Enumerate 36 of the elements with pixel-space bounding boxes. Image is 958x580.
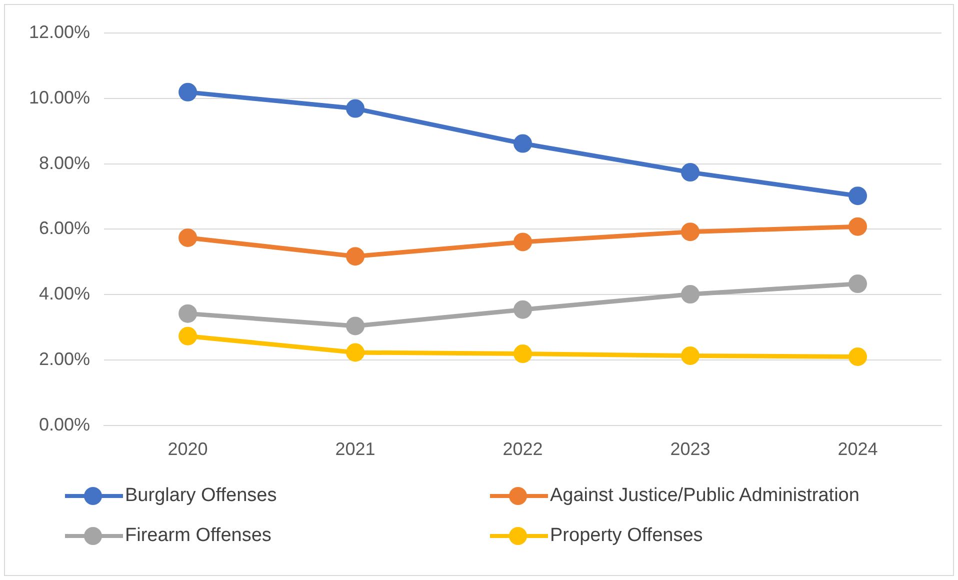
y-tick-label: 12.00% bbox=[28, 22, 90, 42]
legend-label: Firearm Offenses bbox=[125, 525, 272, 547]
point bbox=[178, 228, 198, 247]
point bbox=[178, 304, 198, 323]
point bbox=[681, 222, 700, 242]
point bbox=[848, 347, 868, 366]
y-tick-label: 10.00% bbox=[28, 87, 90, 108]
y-tick-label: 4.00% bbox=[39, 284, 90, 304]
point bbox=[514, 232, 532, 252]
point bbox=[346, 247, 365, 266]
legend-label: Burglary Offenses bbox=[125, 485, 277, 507]
x-tick-label: 2023 bbox=[670, 439, 710, 460]
x-tick-label: 2020 bbox=[168, 439, 208, 460]
x-tick-label: 2022 bbox=[502, 439, 543, 460]
point bbox=[346, 316, 365, 336]
point bbox=[178, 326, 198, 346]
point bbox=[848, 274, 868, 294]
point bbox=[681, 163, 700, 182]
y-tick-label: 2.00% bbox=[39, 348, 90, 369]
point bbox=[681, 346, 700, 365]
point bbox=[514, 344, 532, 364]
point bbox=[178, 82, 198, 102]
point bbox=[848, 186, 868, 206]
y-tick-label: 8.00% bbox=[39, 152, 90, 173]
point bbox=[848, 217, 868, 236]
point bbox=[514, 300, 532, 319]
x-tick-label: 2021 bbox=[335, 439, 376, 460]
legend-label: Property Offenses bbox=[550, 525, 703, 547]
x-tick-label: 2024 bbox=[838, 439, 878, 460]
legend-label: Against Justice/Public Administration bbox=[550, 485, 860, 507]
point bbox=[681, 285, 700, 304]
y-tick-label: 0.00% bbox=[39, 414, 90, 434]
point bbox=[346, 99, 365, 118]
point bbox=[514, 134, 532, 153]
y-tick-label: 6.00% bbox=[39, 218, 90, 238]
point bbox=[346, 343, 365, 362]
